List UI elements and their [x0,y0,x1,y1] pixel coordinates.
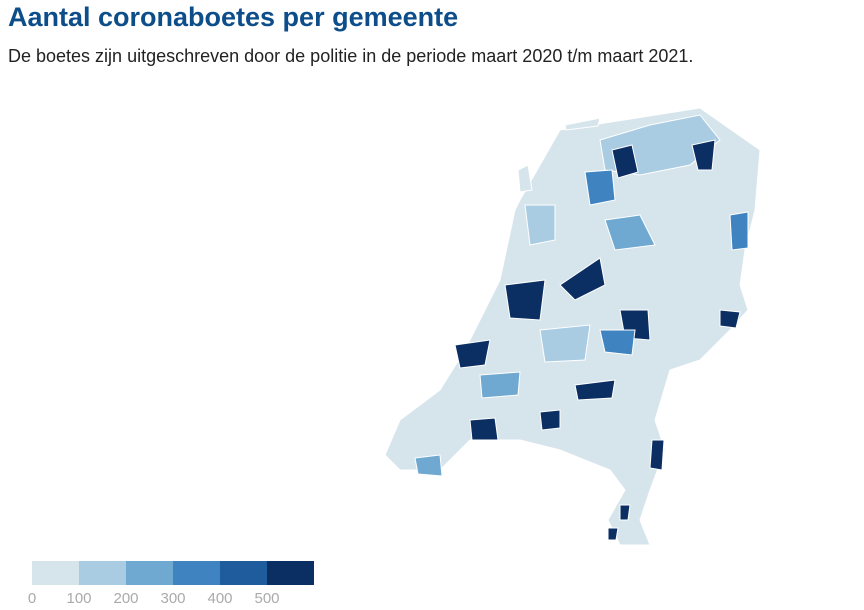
region [604,214,656,251]
legend-label: 500 [254,590,279,607]
region [454,339,491,369]
region [479,371,521,399]
region [504,279,546,321]
title: Aantal coronaboetes per gemeente [8,2,459,32]
legend-swatch [173,561,220,585]
region [524,204,556,246]
subtitle: De boetes zijn uitgeschreven door de pol… [8,46,694,66]
region [729,211,749,251]
legend: 0 100 200 300 400 500 [28,561,314,607]
island [564,117,601,131]
region [719,309,741,329]
region [607,527,619,541]
region [691,139,716,171]
legend-label: 400 [207,590,232,607]
legend-swatch [32,561,79,585]
island [517,164,533,193]
legend-label: 200 [113,590,138,607]
region [611,144,639,179]
legend-swatch [220,561,267,585]
region [619,504,631,521]
legend-label: 0 [28,590,36,607]
region [584,169,616,206]
region [539,324,591,363]
region [414,454,443,477]
region [599,329,636,356]
region [559,257,606,301]
region [574,379,616,401]
legend-swatch [267,561,314,585]
country-map [384,107,761,546]
legend-label: 100 [66,590,91,607]
legend-label: 300 [160,590,185,607]
region [649,439,665,471]
legend-swatch [126,561,173,585]
region [539,409,561,431]
region [469,417,499,441]
legend-swatch [79,561,126,585]
